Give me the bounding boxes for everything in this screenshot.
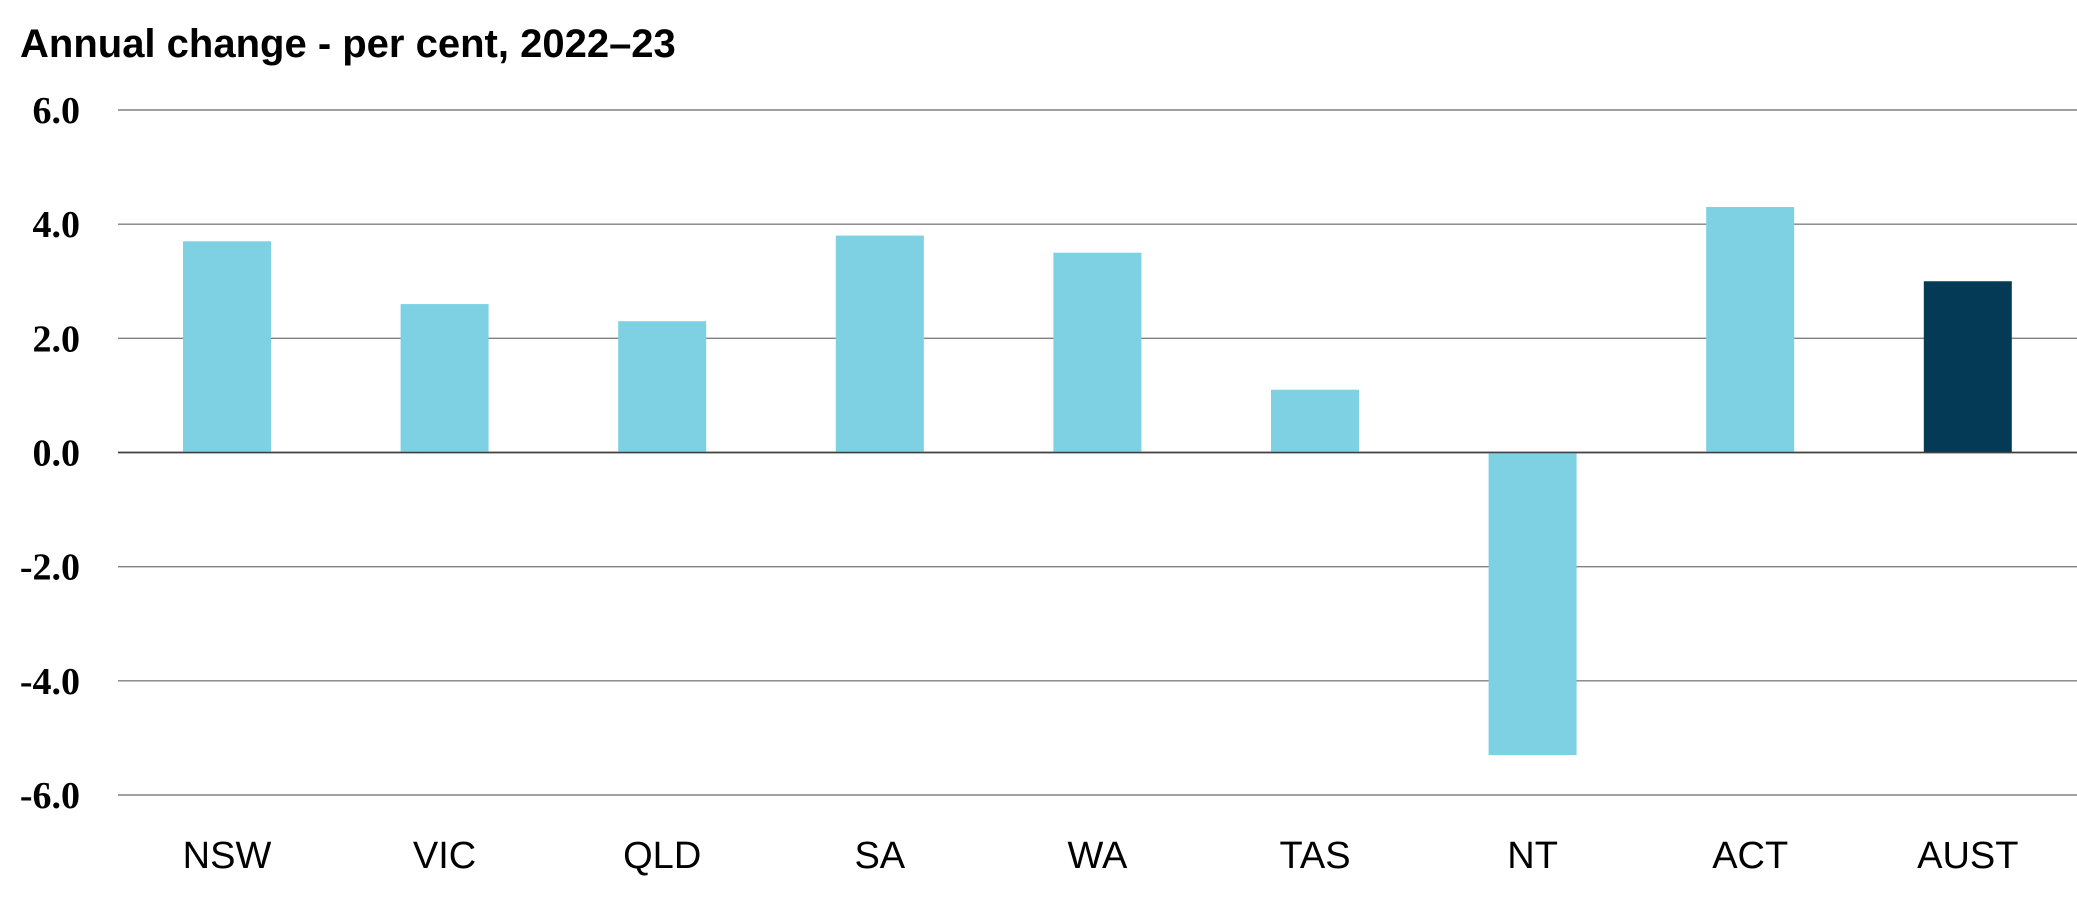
x-tick-label-qld: QLD (623, 835, 701, 877)
x-tick-label-sa: SA (854, 835, 905, 877)
bar-layer (118, 207, 2077, 756)
bar-aust (1923, 281, 2012, 453)
chart-title: Annual change - per cent, 2022–23 (20, 22, 676, 66)
bar-nsw (183, 241, 271, 453)
bar-qld (618, 321, 707, 453)
y-tick-label: -6.0 (20, 775, 80, 817)
y-tick-label: 4.0 (33, 204, 81, 246)
x-tick-label-aust: AUST (1917, 835, 2018, 877)
bar-sa (835, 235, 924, 453)
x-tick-label-nt: NT (1507, 835, 1558, 877)
x-tick-label-wa: WA (1067, 835, 1127, 877)
x-axis: NSW VIC QLD SA WA TAS NT ACT AUST (183, 835, 2019, 877)
x-tick-label-tas: TAS (1279, 835, 1350, 877)
bar-nt (1488, 452, 1577, 756)
bar-vic (400, 304, 489, 453)
y-tick-label: -4.0 (20, 661, 80, 703)
x-tick-label-act: ACT (1712, 835, 1788, 877)
y-tick-label: 2.0 (33, 318, 81, 360)
y-tick-label: -2.0 (20, 547, 80, 589)
bar-wa (1053, 252, 1142, 453)
x-tick-label-vic: VIC (413, 835, 476, 877)
x-tick-label-nsw: NSW (183, 835, 272, 877)
bar-act (1706, 207, 1795, 453)
y-tick-label: 6.0 (33, 90, 81, 132)
y-tick-label: 0.0 (33, 433, 81, 475)
y-axis: 6.0 4.0 2.0 0.0 -2.0 -4.0 -6.0 (20, 90, 80, 817)
bar-tas (1271, 389, 1359, 453)
